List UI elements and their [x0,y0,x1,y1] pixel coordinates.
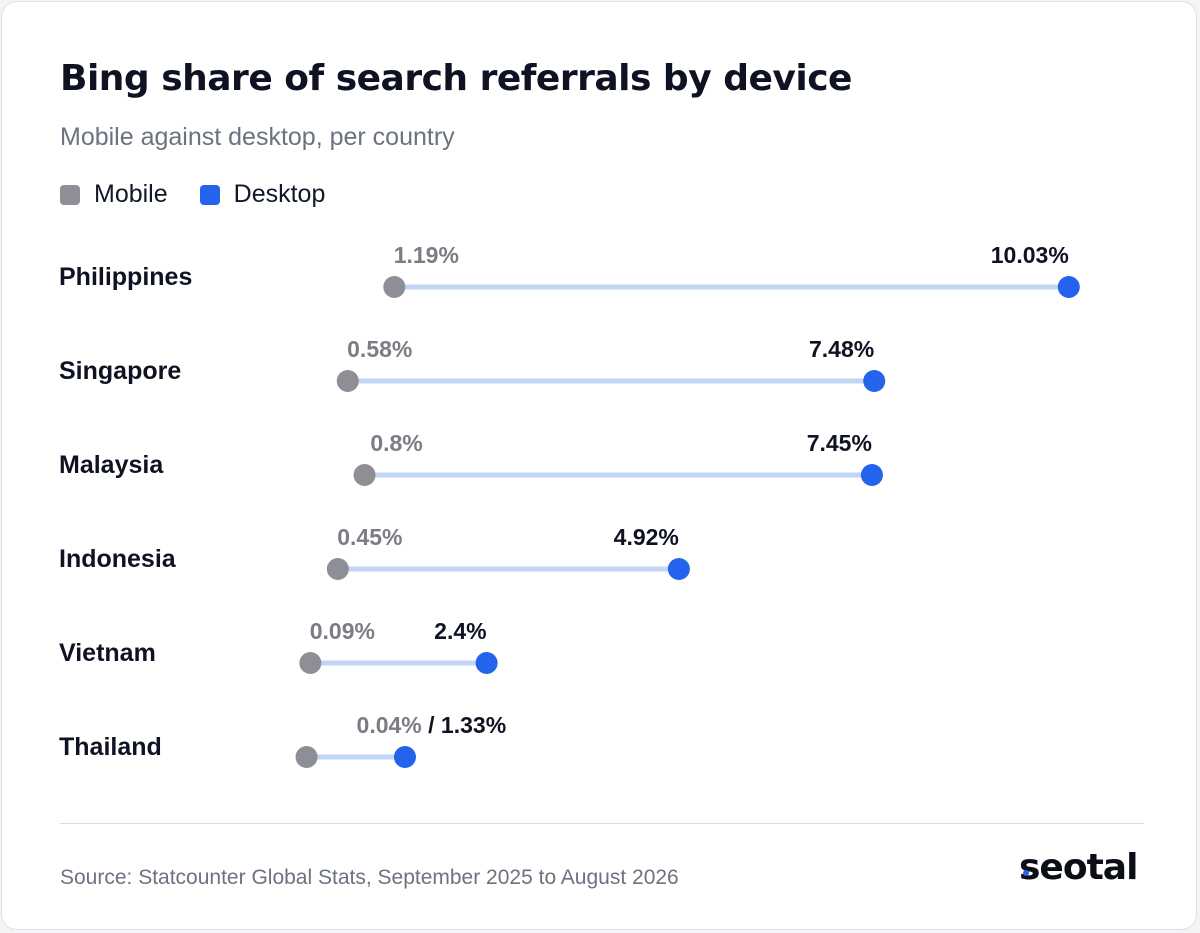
legend-item-mobile: Mobile [60,180,168,209]
legend-item-desktop: Desktop [199,180,326,209]
mobile-value-label-malaysia: 0.8% [370,430,422,456]
dumbbell-chart: Philippines 1.19% 10.03% Singapore 0.58% 7.48… [59,242,1080,768]
value-label-thailand: 0.04% / 1.33% [357,712,507,738]
country-label-thailand: Thailand [59,733,162,761]
logo-wordmark: seotal [1019,847,1138,888]
desktop-point-singapore [863,370,886,392]
mobile-value-label-singapore: 0.58% [347,336,412,362]
legend-label-desktop: Desktop [233,180,326,208]
desktop-point-thailand [393,746,416,768]
country-label-philippines: Philippines [59,263,192,291]
desktop-point-vietnam [475,652,498,674]
desktop-point-indonesia [667,558,690,580]
desktop-value-label-malaysia: 7.45% [807,430,872,456]
desktop-value-label-singapore: 7.48% [809,336,874,362]
source-note: Source: Statcounter Global Stats, Septem… [60,866,679,889]
brand-logo: seotal [1019,847,1138,888]
chart-subtitle: Mobile against desktop, per country [60,123,455,151]
mobile-value-label-vietnam: 0.09% [310,618,375,644]
chart-legend: Mobile Desktop [60,180,357,209]
desktop-value-label-vietnam: 2.4% [434,618,486,644]
legend-swatch-mobile [60,184,80,205]
logo-dot-icon [1023,870,1029,876]
legend-swatch-desktop [199,184,220,205]
country-label-singapore: Singapore [59,357,181,385]
country-label-vietnam: Vietnam [59,639,156,667]
country-label-indonesia: Indonesia [59,545,177,573]
mobile-point-vietnam [299,652,322,674]
desktop-value-label-philippines: 10.03% [991,242,1069,268]
desktop-point-philippines [1057,276,1080,298]
mobile-point-thailand [295,746,318,768]
desktop-value-label-indonesia: 4.92% [614,524,679,550]
mobile-point-indonesia [326,558,349,580]
chart-title: Bing share of search referrals by device [60,58,852,99]
desktop-point-malaysia [860,464,883,486]
mobile-value-label-philippines: 1.19% [394,242,459,268]
mobile-value-label-indonesia: 0.45% [337,524,402,550]
footer-divider [60,823,1144,824]
mobile-point-philippines [383,276,406,298]
mobile-point-malaysia [353,464,376,486]
country-label-malaysia: Malaysia [59,451,164,479]
legend-label-mobile: Mobile [94,180,168,208]
mobile-point-singapore [336,370,359,392]
